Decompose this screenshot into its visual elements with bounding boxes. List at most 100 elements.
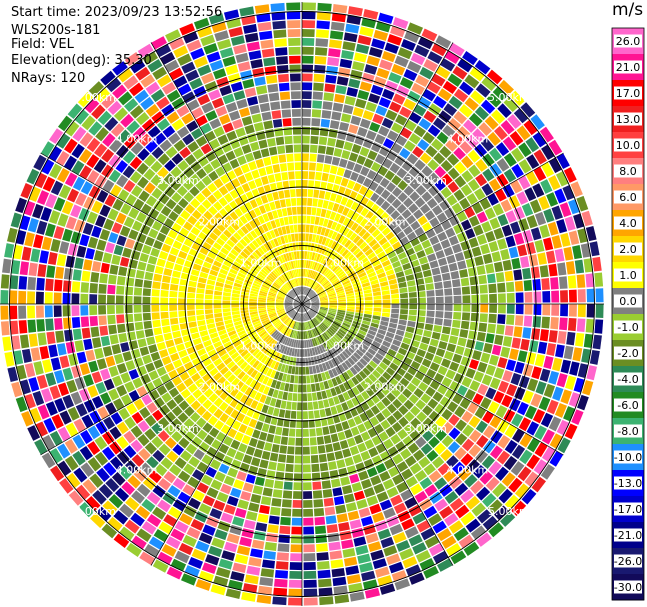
range-gate-cell: [124, 416, 137, 430]
range-gate-cell: [287, 392, 293, 401]
range-gate-cell: [275, 399, 282, 408]
range-gate-cell: [308, 291, 315, 298]
range-gate-cell: [230, 351, 240, 360]
colorbar-tick-label: -6.0: [617, 399, 638, 412]
range-gate-cell: [495, 405, 508, 419]
range-gate-cell: [356, 238, 365, 247]
range-gate-cell: [260, 244, 268, 254]
range-gate-cell: [314, 418, 322, 428]
colorbar-tick-bg: [614, 320, 642, 334]
range-gate-cell: [303, 526, 315, 535]
range-gate-cell: [198, 441, 210, 453]
range-gate-cell: [235, 186, 245, 196]
range-gate-cell: [328, 309, 337, 313]
range-gate-cell: [495, 466, 509, 481]
range-gate-cell: [333, 266, 342, 274]
range-gate-cell: [203, 339, 213, 348]
range-gate-cell: [231, 304, 240, 308]
range-gate-cell: [496, 450, 511, 465]
range-gate-cell: [297, 402, 302, 411]
range-gate-cell: [307, 279, 312, 287]
range-gate-cell: [402, 337, 412, 345]
range-gate-cell: [398, 405, 409, 416]
range-gate-cell: [320, 208, 327, 218]
range-gate-cell: [258, 297, 267, 301]
range-gate-cell: [480, 304, 489, 313]
range-gate-cell: [310, 296, 318, 301]
range-gate-cell: [425, 386, 436, 397]
range-gate-cell: [482, 153, 495, 167]
range-gate-cell: [141, 394, 153, 406]
range-gate-cell: [311, 281, 317, 289]
range-gate-cell: [548, 330, 558, 343]
range-gate-cell: [452, 393, 464, 405]
range-gate-cell: [277, 278, 284, 285]
range-gate-cell: [246, 96, 259, 106]
range-gate-cell: [311, 298, 319, 302]
range-gate-cell: [295, 287, 299, 295]
range-gate-cell: [592, 334, 602, 350]
range-gate-cell: [312, 319, 318, 326]
range-gate-cell: [108, 365, 119, 378]
range-gate-cell: [291, 270, 295, 278]
range-gate-cell: [381, 227, 391, 236]
range-gate-cell: [278, 344, 284, 353]
range-gate-cell: [151, 422, 163, 435]
range-gate-cell: [381, 241, 391, 250]
range-gate-cell: [138, 190, 150, 202]
range-gate-cell: [0, 305, 9, 320]
range-gate-cell: [280, 436, 288, 445]
range-gate-cell: [54, 398, 66, 413]
range-gate-cell: [354, 312, 364, 317]
range-gate-cell: [190, 519, 205, 531]
range-gate-cell: [192, 489, 205, 502]
range-gate-cell: [344, 251, 352, 260]
range-gate-cell: [368, 93, 381, 104]
range-gate-cell: [309, 374, 315, 384]
range-gate-cell: [179, 278, 189, 286]
range-gate-cell: [302, 313, 304, 322]
range-gate-cell: [336, 354, 344, 364]
range-gate-cell: [173, 75, 188, 88]
range-gate-cell: [324, 269, 332, 277]
range-gate-cell: [455, 433, 468, 446]
range-gate-cell: [273, 480, 284, 490]
range-gate-cell: [90, 271, 100, 283]
range-gate-cell: [287, 293, 295, 299]
range-gate-cell: [291, 526, 302, 535]
range-gate-cell: [421, 239, 432, 249]
range-gate-cell: [230, 248, 239, 257]
range-gate-cell: [415, 550, 431, 563]
range-gate-cell: [462, 424, 475, 437]
range-gate-cell: [285, 306, 293, 310]
range-gate-cell: [493, 505, 509, 521]
range-gate-cell: [168, 132, 181, 145]
range-gate-cell: [218, 329, 227, 336]
range-gate-cell: [413, 449, 425, 462]
range-gate-cell: [208, 327, 217, 335]
range-gate-cell: [315, 285, 322, 292]
range-gate-cell: [315, 273, 321, 281]
range-gate-cell: [476, 331, 486, 342]
range-gate-cell: [432, 117, 447, 130]
range-gate-cell: [153, 359, 164, 369]
range-gate-cell: [294, 330, 298, 339]
range-gate-cell: [245, 376, 254, 386]
range-gate-cell: [170, 528, 185, 542]
range-gate-cell: [242, 454, 253, 465]
range-gate-cell: [286, 319, 292, 327]
range-gate-cell: [360, 207, 370, 217]
range-gate-cell: [184, 154, 197, 166]
range-gate-cell: [78, 148, 93, 164]
range-gate-cell: [397, 393, 408, 404]
range-gate-cell: [160, 297, 169, 304]
range-gate-cell: [474, 143, 488, 158]
range-gate-cell: [373, 307, 382, 312]
range-gate-cell: [385, 426, 396, 438]
range-gate-cell: [336, 344, 344, 352]
range-gate-cell: [89, 315, 99, 327]
range-gate-cell: [237, 370, 246, 380]
range-gate-cell: [259, 394, 267, 404]
range-gate-cell: [541, 278, 550, 290]
range-gate-cell: [320, 298, 328, 301]
